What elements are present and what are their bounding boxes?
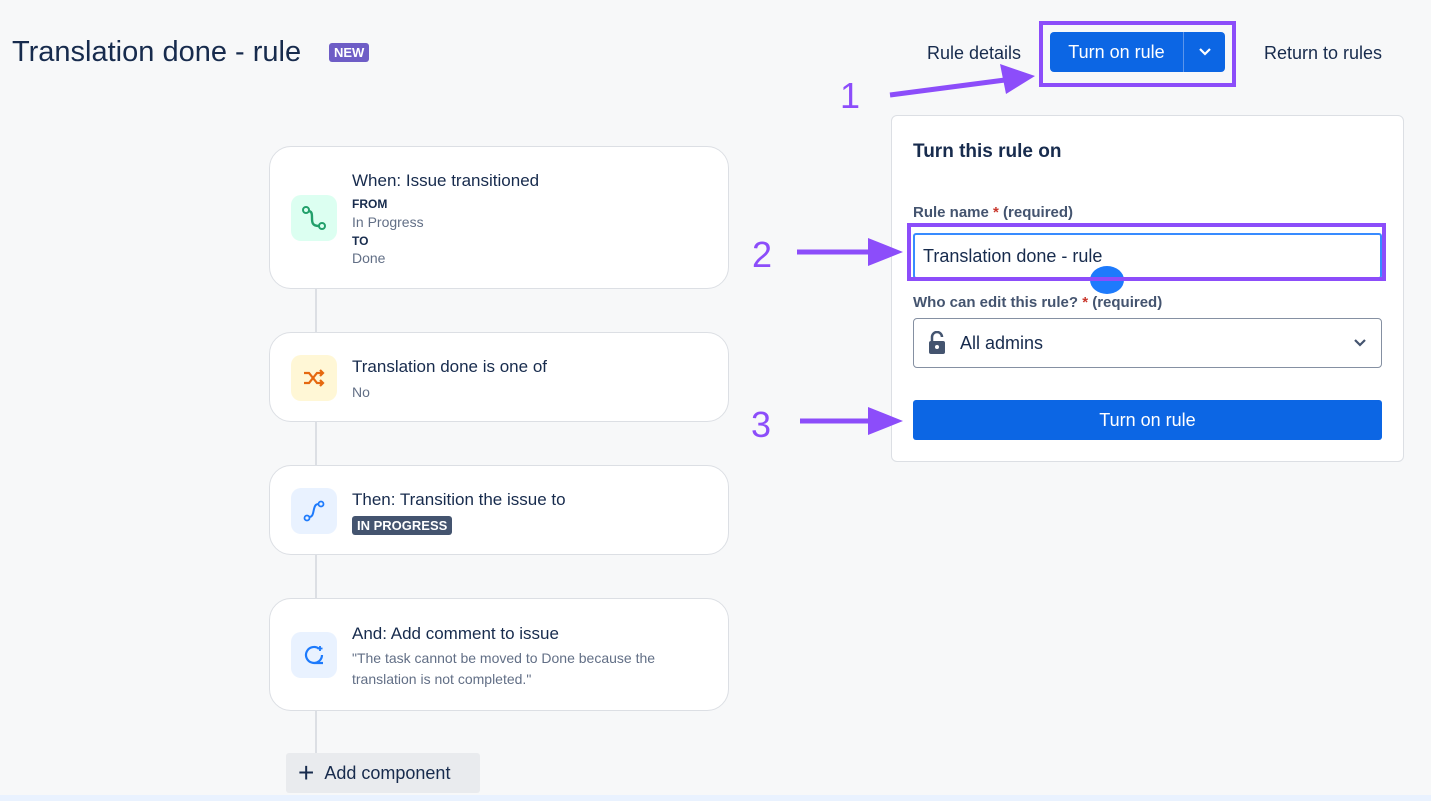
plus-icon: +	[298, 757, 315, 788]
chevron-down-icon[interactable]	[1184, 32, 1225, 72]
card-title: Translation done is one of	[352, 357, 547, 376]
add-component-button[interactable]: + Add component	[286, 753, 480, 793]
action-card[interactable]: Then: Transition the issue to IN PROGRES…	[269, 465, 729, 555]
comment-icon	[291, 632, 337, 678]
status-lozenge: IN PROGRESS	[352, 516, 453, 535]
shuffle-icon	[291, 355, 337, 401]
turn-on-rule-submit-button[interactable]: Turn on rule	[913, 400, 1382, 440]
transition-icon	[291, 488, 337, 534]
rule-details-link[interactable]: Rule details	[927, 43, 1022, 63]
from-value: In Progress	[352, 214, 424, 230]
add-component-label: Add component	[324, 762, 451, 783]
to-value: Done	[352, 250, 386, 266]
card-title: When: Issue transitioned	[352, 171, 540, 190]
turn-on-rule-button[interactable]: Turn on rule	[1050, 32, 1184, 72]
rule-name-label: Rule name * (required)	[913, 204, 1074, 221]
to-label: TO	[352, 234, 369, 248]
condition-card[interactable]: Translation done is one of No	[269, 332, 729, 422]
annotation-number-2: 2	[752, 234, 773, 275]
transition-icon	[291, 195, 337, 241]
turn-on-rule-panel: Turn this rule on Rule name * (required)…	[891, 115, 1404, 462]
panel-title: Turn this rule on	[913, 141, 1062, 162]
annotation-number-3: 3	[751, 404, 772, 445]
condition-value: No	[352, 384, 370, 400]
bottom-bar	[0, 795, 1431, 801]
comment-card[interactable]: And: Add comment to issue "The task cann…	[269, 598, 729, 711]
annotation-highlight-2	[907, 223, 1386, 281]
who-can-edit-select[interactable]: All admins	[913, 318, 1382, 368]
chevron-down-icon	[1354, 339, 1366, 347]
comment-text: "The task cannot be moved to Done becaus…	[352, 650, 656, 687]
turn-on-rule-split-button: Turn on rule	[1050, 32, 1225, 72]
card-title: Then: Transition the issue to	[352, 490, 566, 509]
return-to-rules-link[interactable]: Return to rules	[1264, 43, 1383, 63]
editor-label: Who can edit this rule? * (required)	[913, 294, 1163, 311]
select-value: All admins	[960, 332, 1044, 353]
unlock-icon	[929, 331, 945, 354]
card-title: And: Add comment to issue	[352, 624, 559, 643]
new-badge: NEW	[329, 43, 370, 62]
from-label: FROM	[352, 197, 388, 211]
page-title: Translation done - rule	[12, 36, 302, 68]
annotation-number-1: 1	[840, 75, 861, 116]
annotation-highlight-1	[1039, 21, 1236, 87]
trigger-card[interactable]: When: Issue transitioned FROM In Progres…	[269, 146, 729, 289]
